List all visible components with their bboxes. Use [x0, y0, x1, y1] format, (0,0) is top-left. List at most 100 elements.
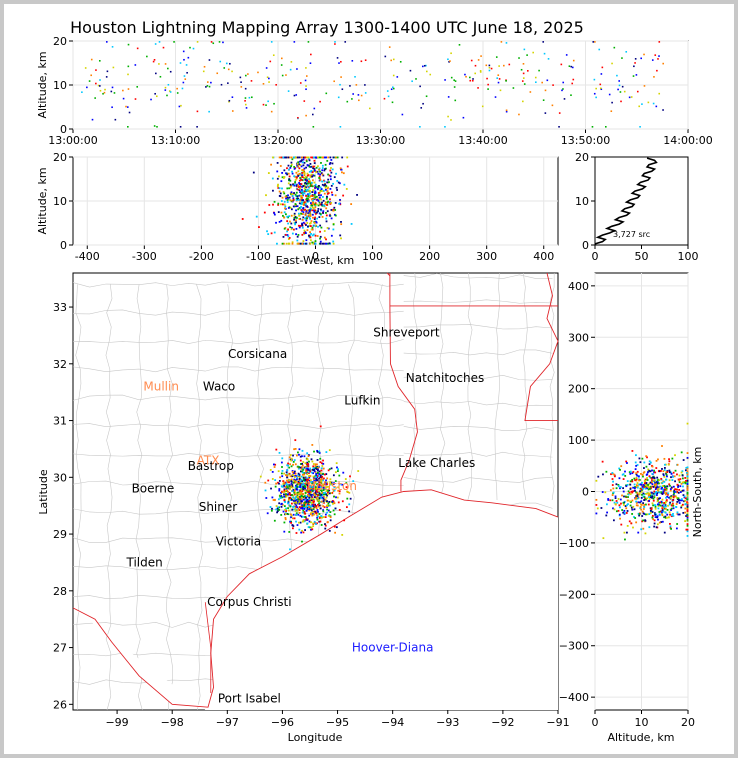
- east-west-source-point: [312, 242, 315, 245]
- time-altitude-source-point: [111, 46, 114, 48]
- time-altitude-source-point: [167, 67, 169, 70]
- east-west-source-point: [305, 239, 308, 242]
- east-west-source-point: [323, 180, 326, 183]
- east-west-source-point: [276, 170, 279, 173]
- east-west-source-point: [298, 172, 301, 175]
- map-source-point: [308, 514, 311, 517]
- east-west-source-point: [299, 199, 301, 202]
- north-south-source-point: [661, 498, 664, 501]
- north-south-source-point: [673, 489, 676, 491]
- map-source-point: [312, 501, 315, 504]
- north-south-source-point: [659, 504, 662, 507]
- north-south-source-point: [678, 474, 681, 477]
- east-west-source-point: [271, 177, 274, 180]
- map-source-point: [308, 496, 311, 499]
- north-south-source-point: [666, 470, 669, 472]
- east-west-source-point: [323, 204, 326, 207]
- time-altitude-source-point: [387, 95, 390, 98]
- time-altitude-source-point: [369, 107, 371, 110]
- east-west-source-point: [301, 179, 304, 182]
- north-south-source-point: [686, 492, 689, 495]
- east-west-source-point: [290, 193, 293, 196]
- map-source-point: [286, 486, 289, 489]
- map-source-point: [293, 448, 296, 451]
- east-west-source-point: [308, 216, 311, 219]
- north-south-source-point: [670, 527, 672, 530]
- north-south-source-point: [659, 485, 662, 488]
- east-west-source-point: [290, 228, 293, 231]
- map-source-point: [318, 486, 320, 489]
- map-source-point: [285, 474, 287, 476]
- north-south-source-point: [656, 523, 659, 526]
- time-altitude-source-point: [360, 60, 363, 63]
- time-altitude-source-point: [111, 106, 113, 109]
- map-source-point: [298, 528, 301, 531]
- tx-ok-border: [386, 272, 391, 277]
- east-west-source-point: [263, 211, 266, 214]
- east-west-source-point: [308, 234, 310, 237]
- north-south-source-point: [614, 503, 617, 506]
- east-west-source-point: [320, 209, 323, 212]
- north-south-source-point: [670, 504, 673, 507]
- north-south-source-point: [654, 471, 657, 474]
- east-west-source-point: [346, 165, 349, 168]
- north-south-source-point: [657, 486, 660, 489]
- east-west-source-point: [306, 172, 309, 175]
- east-west-source-point: [286, 173, 289, 176]
- north-south-source-point: [647, 468, 650, 471]
- map-source-point: [291, 524, 294, 526]
- east-west-source-point: [311, 201, 314, 204]
- east-west-source-point: [299, 207, 302, 210]
- time-altitude-source-point: [268, 81, 270, 83]
- north-south-source-point: [664, 515, 667, 518]
- east-west-source-point: [282, 191, 285, 193]
- north-south-source-point: [680, 482, 683, 485]
- north-south-source-point: [676, 498, 679, 501]
- map-source-point: [298, 453, 300, 456]
- east-west-source-point: [298, 163, 300, 166]
- east-west-source-point: [296, 205, 299, 208]
- map-source-point: [292, 525, 295, 527]
- north-south-source-point: [647, 503, 650, 506]
- map-source-point: [301, 487, 304, 490]
- east-west-source-point: [308, 210, 311, 213]
- north-south-source-point: [686, 452, 689, 454]
- map-source-point: [320, 462, 323, 465]
- east-west-ytick-label: 0: [60, 239, 67, 252]
- time-altitude-source-point: [205, 86, 207, 88]
- time-altitude-source-point: [600, 73, 603, 75]
- map-source-point: [314, 467, 317, 470]
- time-altitude-source-point: [90, 58, 93, 61]
- map-source-point: [310, 491, 313, 493]
- north-south-source-point: [670, 472, 673, 475]
- map-source-point: [311, 504, 314, 507]
- north-south-source-point: [685, 479, 687, 482]
- east-west-source-point: [273, 213, 276, 216]
- east-west-source-point: [295, 191, 298, 194]
- north-south-source-point: [646, 473, 649, 476]
- map-source-point: [284, 518, 287, 521]
- time-altitude-source-point: [481, 105, 484, 108]
- east-west-source-point: [303, 171, 306, 174]
- time-altitude-source-point: [95, 69, 97, 71]
- map-source-point: [280, 472, 283, 475]
- east-west-source-point: [300, 194, 303, 197]
- time-altitude-source-point: [268, 77, 270, 80]
- east-west-source-point: [322, 189, 325, 192]
- time-altitude-source-point: [653, 76, 655, 78]
- east-west-source-point: [326, 203, 328, 206]
- north-south-source-point: [652, 475, 655, 478]
- east-west-source-point: [319, 203, 322, 206]
- map-source-point: [316, 471, 319, 474]
- north-south-source-point: [662, 470, 665, 473]
- east-west-source-point: [305, 195, 308, 197]
- map-source-point: [322, 472, 325, 475]
- time-altitude-source-point: [265, 67, 268, 69]
- map-source-point: [318, 473, 321, 475]
- north-south-source-point: [663, 516, 665, 519]
- north-south-source-point: [635, 479, 638, 482]
- map-source-point: [327, 485, 330, 488]
- map-source-point: [327, 469, 330, 472]
- east-west-source-point: [287, 207, 290, 209]
- map-source-point: [323, 483, 326, 486]
